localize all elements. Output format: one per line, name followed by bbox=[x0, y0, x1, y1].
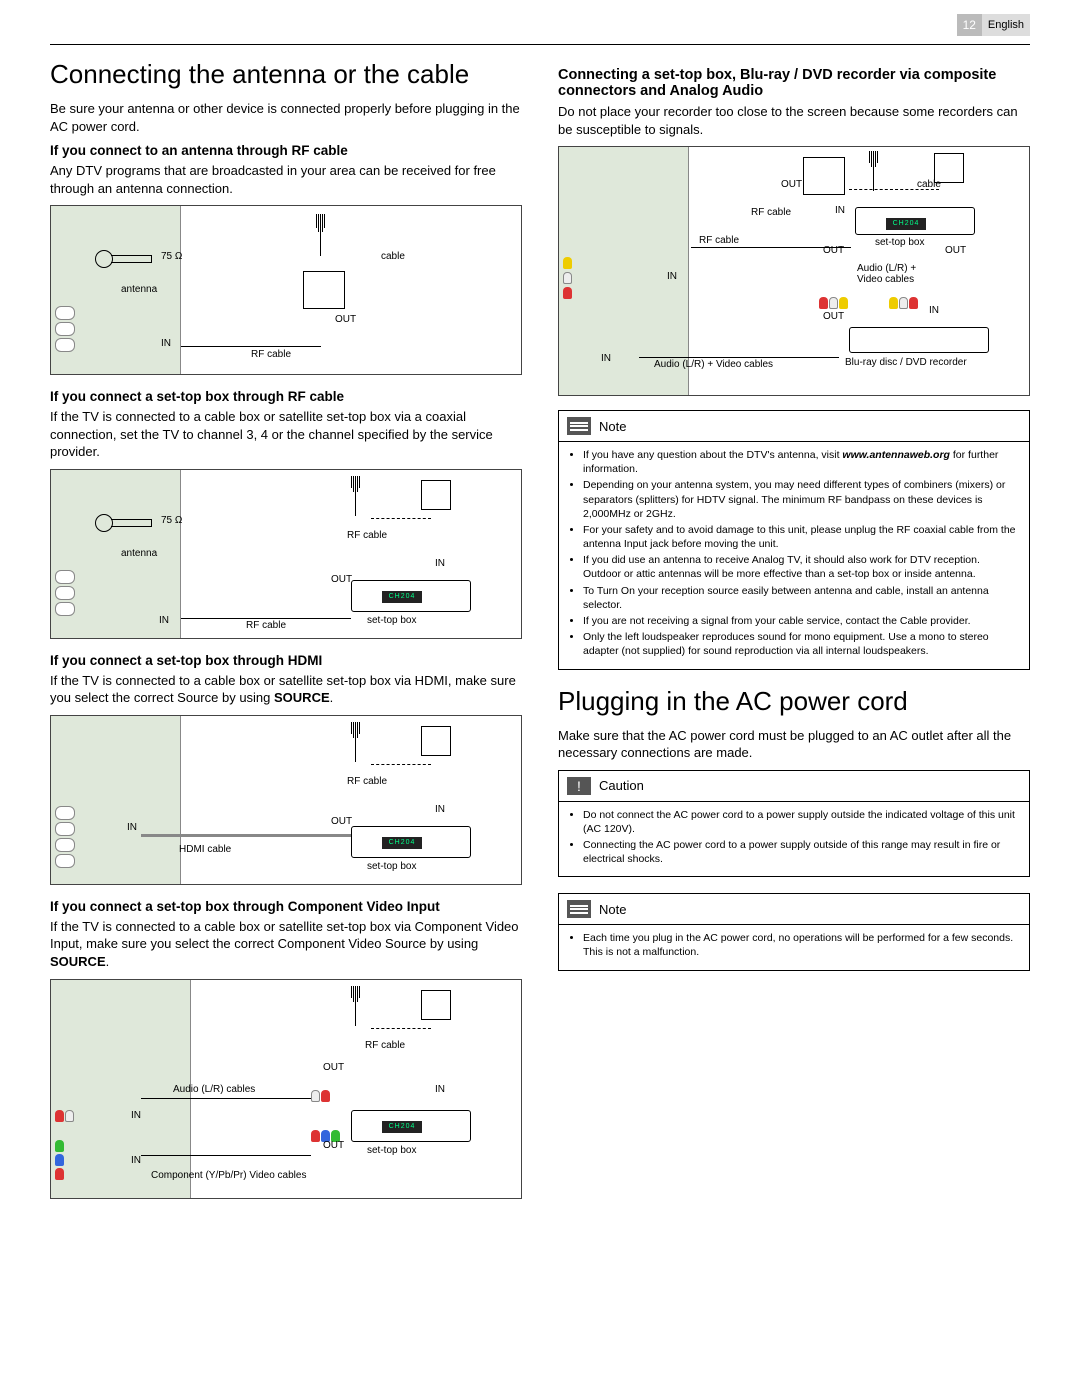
lbl-comp4: Component (Y/Pb/Pr) Video cables bbox=[151, 1170, 306, 1181]
lbl-rf: RF cable bbox=[251, 349, 291, 360]
subhead-antenna-rf: If you connect to an antenna through RF … bbox=[50, 143, 522, 158]
lbl-out5d: OUT bbox=[823, 311, 844, 322]
lbl-out3: OUT bbox=[331, 816, 352, 827]
subhead-stb-composite: Connecting a set-top box, Blu-ray / DVD … bbox=[558, 67, 1030, 99]
lbl-rf2b: RF cable bbox=[246, 620, 286, 631]
lbl-stb4: set-top box bbox=[367, 1145, 416, 1156]
subhead-stb-component: If you connect a set-top box through Com… bbox=[50, 899, 522, 914]
lbl-in3a: IN bbox=[435, 804, 445, 815]
lbl-out5a: OUT bbox=[781, 179, 802, 190]
lbl-out: OUT bbox=[335, 314, 356, 325]
note-title-1: Note bbox=[599, 419, 626, 434]
diagram-stb-rf: 75 Ω antenna RF cable CH204 IN OUT set-t… bbox=[50, 469, 522, 639]
lbl-out2: OUT bbox=[331, 574, 352, 585]
lbl-in2b: IN bbox=[159, 615, 169, 626]
lbl-out4a: OUT bbox=[323, 1062, 344, 1073]
lbl-stb5: set-top box bbox=[875, 237, 924, 248]
heading-plugging-ac: Plugging in the AC power cord bbox=[558, 686, 1030, 717]
lbl-rf3: RF cable bbox=[347, 776, 387, 787]
heading-connecting-antenna: Connecting the antenna or the cable bbox=[50, 59, 522, 90]
lbl-in5a: IN bbox=[835, 205, 845, 216]
lbl-hdmi: HDMI cable bbox=[179, 844, 231, 855]
diagram-antenna-rf: 75 Ω antenna cable OUT IN RF cable bbox=[50, 205, 522, 375]
subhead-stb-rf: If you connect a set-top box through RF … bbox=[50, 389, 522, 404]
right-column: Connecting a set-top box, Blu-ray / DVD … bbox=[558, 59, 1030, 1213]
note-icon bbox=[567, 417, 591, 435]
note-item: For your safety and to avoid damage to t… bbox=[583, 523, 1019, 551]
note-box-1: Note If you have any question about the … bbox=[558, 410, 1030, 669]
lbl-cable: cable bbox=[381, 251, 405, 262]
note-item: To Turn On your reception source easily … bbox=[583, 584, 1019, 612]
lbl-out5b: OUT bbox=[823, 245, 844, 256]
note-list-1: If you have any question about the DTV's… bbox=[569, 448, 1019, 658]
caution-box: ! Caution Do not connect the AC power co… bbox=[558, 770, 1030, 878]
caution-item: Do not connect the AC power cord to a po… bbox=[583, 808, 1019, 836]
lbl-out4b: OUT bbox=[323, 1140, 344, 1151]
body-stb-component: If the TV is connected to a cable box or… bbox=[50, 918, 522, 971]
lbl-impedance: 75 Ω bbox=[161, 251, 182, 262]
stb-display3: CH204 bbox=[382, 837, 422, 849]
caution-list: Do not connect the AC power cord to a po… bbox=[569, 808, 1019, 867]
note-item: Each time you plug in the AC power cord,… bbox=[583, 931, 1019, 959]
page-number: 12 bbox=[957, 14, 982, 36]
note-item: If you have any question about the DTV's… bbox=[583, 448, 1019, 476]
note-list-2: Each time you plug in the AC power cord,… bbox=[569, 931, 1019, 959]
body-stb-composite: Do not place your recorder too close to … bbox=[558, 103, 1030, 138]
note-item: Only the left loudspeaker reproduces sou… bbox=[583, 630, 1019, 658]
diagram-stb-component: RF cable CH204 IN OUT set-top box IN IN … bbox=[50, 979, 522, 1199]
lbl-in3b: IN bbox=[127, 822, 137, 833]
stb-display4: CH204 bbox=[382, 1121, 422, 1133]
lbl-out5c: OUT bbox=[945, 245, 966, 256]
lbl-antenna: antenna bbox=[121, 284, 157, 295]
body-plugging-ac: Make sure that the AC power cord must be… bbox=[558, 727, 1030, 762]
lbl-antenna2: antenna bbox=[121, 548, 157, 559]
lbl-in2a: IN bbox=[435, 558, 445, 569]
intro-text: Be sure your antenna or other device is … bbox=[50, 100, 522, 135]
lbl-rf5b: RF cable bbox=[699, 235, 739, 246]
note-box-2: Note Each time you plug in the AC power … bbox=[558, 893, 1030, 970]
left-column: Connecting the antenna or the cable Be s… bbox=[50, 59, 522, 1213]
lbl-av5b: Audio (L/R) + Video cables bbox=[654, 359, 773, 370]
lbl-rf5a: RF cable bbox=[751, 207, 791, 218]
lbl-stb3: set-top box bbox=[367, 861, 416, 872]
note-item: If you are not receiving a signal from y… bbox=[583, 614, 1019, 628]
subhead-stb-hdmi: If you connect a set-top box through HDM… bbox=[50, 653, 522, 668]
note-item: Depending on your antenna system, you ma… bbox=[583, 478, 1019, 521]
body-stb-rf: If the TV is connected to a cable box or… bbox=[50, 408, 522, 461]
page-header: 12 English bbox=[50, 14, 1030, 36]
lbl-rf4: RF cable bbox=[365, 1040, 405, 1051]
stb-display5: CH204 bbox=[886, 218, 926, 230]
body-stb-hdmi: If the TV is connected to a cable box or… bbox=[50, 672, 522, 707]
lbl-av5: Audio (L/R) + Video cables bbox=[857, 263, 937, 285]
note-icon bbox=[567, 900, 591, 918]
lbl-in5b: IN bbox=[929, 305, 939, 316]
lbl-stb2: set-top box bbox=[367, 615, 416, 626]
stb-display: CH204 bbox=[382, 591, 422, 603]
diagram-stb-composite: OUT cable CH204 set-top box IN RF cable … bbox=[558, 146, 1030, 396]
lbl-in5d: IN bbox=[601, 353, 611, 364]
lbl-in4c: IN bbox=[131, 1155, 141, 1166]
lbl-in5c: IN bbox=[667, 271, 677, 282]
note-item: If you did use an antenna to receive Ana… bbox=[583, 553, 1019, 581]
lbl-in4b: IN bbox=[131, 1110, 141, 1121]
lbl-in: IN bbox=[161, 338, 171, 349]
lbl-audio4: Audio (L/R) cables bbox=[173, 1084, 255, 1095]
lbl-in4a: IN bbox=[435, 1084, 445, 1095]
lbl-dvd5: Blu-ray disc / DVD recorder bbox=[845, 357, 967, 368]
caution-item: Connecting the AC power cord to a power … bbox=[583, 838, 1019, 866]
lbl-rf2a: RF cable bbox=[347, 530, 387, 541]
caution-icon: ! bbox=[567, 777, 591, 795]
diagram-stb-hdmi: RF cable CH204 IN OUT set-top box IN HDM… bbox=[50, 715, 522, 885]
note-title-2: Note bbox=[599, 902, 626, 917]
header-rule bbox=[50, 44, 1030, 45]
lbl-impedance2: 75 Ω bbox=[161, 515, 182, 526]
caution-title: Caution bbox=[599, 778, 644, 793]
body-antenna-rf: Any DTV programs that are broadcasted in… bbox=[50, 162, 522, 197]
page-language: English bbox=[982, 14, 1030, 36]
